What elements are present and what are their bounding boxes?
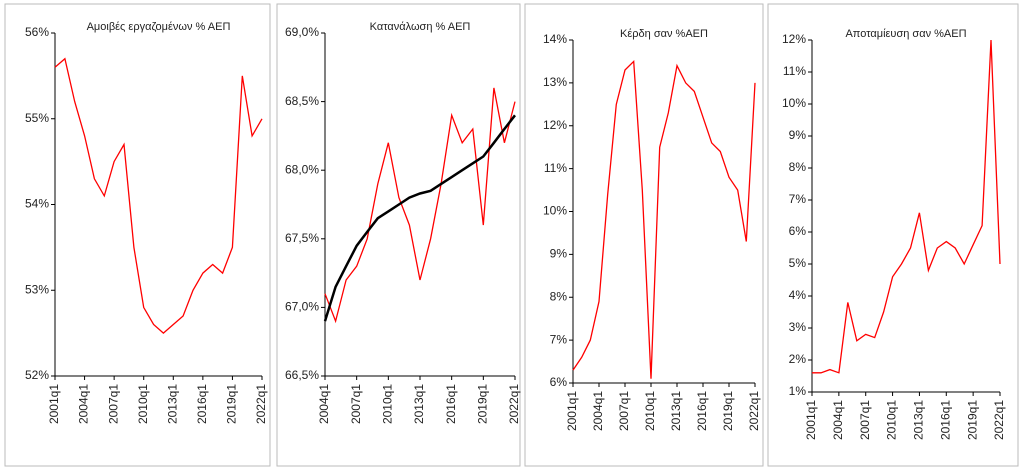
x-tick-label: 2007q1: [617, 391, 631, 431]
y-tick-label: 67,5%: [285, 231, 319, 245]
y-tick-label: 66,5%: [285, 368, 319, 382]
x-tick-label: 2004q1: [77, 384, 91, 424]
y-tick-label: 56%: [25, 25, 49, 39]
x-tick-label: 2010q1: [885, 400, 899, 440]
x-tick-label: 2010q1: [643, 391, 657, 431]
y-tick-label: 55%: [25, 111, 49, 125]
x-tick-label: 2013q1: [165, 384, 179, 424]
y-tick-label: 67,0%: [285, 300, 319, 314]
y-tick-label: 11%: [783, 64, 806, 78]
x-tick-label: 2019q1: [965, 400, 979, 440]
y-tick-label: 12%: [782, 32, 806, 46]
x-tick-label: 2016q1: [195, 384, 209, 424]
y-tick-label: 7%: [550, 332, 568, 346]
x-tick-label: 2016q1: [938, 400, 952, 440]
chart-title: Κατανάλωση % ΑΕΠ: [370, 21, 471, 33]
y-tick-label: 54%: [25, 197, 49, 211]
y-tick-label: 6%: [550, 375, 568, 389]
y-tick-label: 10%: [543, 204, 567, 218]
y-tick-label: 68,5%: [285, 94, 319, 108]
y-tick-label: 4%: [789, 288, 807, 302]
x-tick-label: 2022q1: [747, 391, 761, 431]
line-series: [572, 59, 756, 379]
y-tick-label: 8%: [550, 289, 568, 303]
y-tick-label: 3%: [789, 320, 807, 334]
x-tick-label: 2001q1: [47, 384, 61, 424]
x-tick-label: 2013q1: [412, 384, 426, 424]
y-tick-label: 1%: [789, 384, 807, 398]
y-tick-label: 13%: [543, 75, 567, 89]
x-tick-label: 2004q1: [591, 391, 605, 431]
y-tick-label: 6%: [789, 224, 807, 238]
panel: [767, 3, 1019, 467]
y-tick-label: 7%: [789, 192, 807, 206]
line-series: [812, 39, 1001, 374]
x-tick-label: 2004q1: [831, 400, 845, 440]
chart-title: Κέρδη σαν %ΑΕΠ: [620, 28, 708, 40]
x-tick-label: 2022q1: [992, 400, 1006, 440]
x-tick-label: 2016q1: [695, 391, 709, 431]
x-tick-label: 2001q1: [565, 391, 579, 431]
y-tick-label: 53%: [25, 282, 49, 296]
y-tick-label: 9%: [789, 128, 807, 142]
y-tick-label: 2%: [789, 352, 807, 366]
x-tick-label: 2010q1: [381, 384, 395, 424]
x-tick-label: 2016q1: [444, 384, 458, 424]
x-tick-label: 2007q1: [349, 384, 363, 424]
x-tick-label: 2004q1: [317, 384, 331, 424]
x-tick-label: 2019q1: [476, 384, 490, 424]
y-tick-label: 68,0%: [285, 162, 319, 176]
line-series: [323, 114, 516, 322]
x-tick-label: 2019q1: [225, 384, 239, 424]
x-tick-label: 2013q1: [669, 391, 683, 431]
x-tick-label: 2022q1: [507, 384, 521, 424]
y-tick-label: 11%: [544, 161, 567, 175]
panel: [276, 3, 521, 467]
y-tick-label: 5%: [789, 256, 807, 270]
y-tick-label: 14%: [543, 32, 567, 46]
y-tick-label: 12%: [543, 118, 567, 132]
x-tick-label: 2007q1: [106, 384, 120, 424]
x-tick-label: 2022q1: [254, 384, 268, 424]
y-tick-label: 52%: [25, 368, 49, 382]
y-tick-label: 10%: [782, 96, 806, 110]
chart-title: Αποταμίευση σαν %ΑΕΠ: [845, 28, 966, 40]
x-tick-label: 2010q1: [136, 384, 150, 424]
x-tick-label: 2001q1: [804, 400, 818, 440]
y-tick-label: 69,0%: [285, 25, 319, 39]
y-tick-label: 8%: [789, 160, 807, 174]
y-tick-label: 9%: [550, 247, 568, 261]
x-tick-label: 2007q1: [858, 400, 872, 440]
line-series: [324, 87, 516, 324]
x-tick-label: 2019q1: [721, 391, 735, 431]
x-tick-label: 2013q1: [912, 400, 926, 440]
line-series: [54, 57, 263, 334]
panel: [4, 3, 271, 467]
chart-title: Αμοιβές εργαζομένων % ΑΕΠ: [87, 21, 231, 33]
